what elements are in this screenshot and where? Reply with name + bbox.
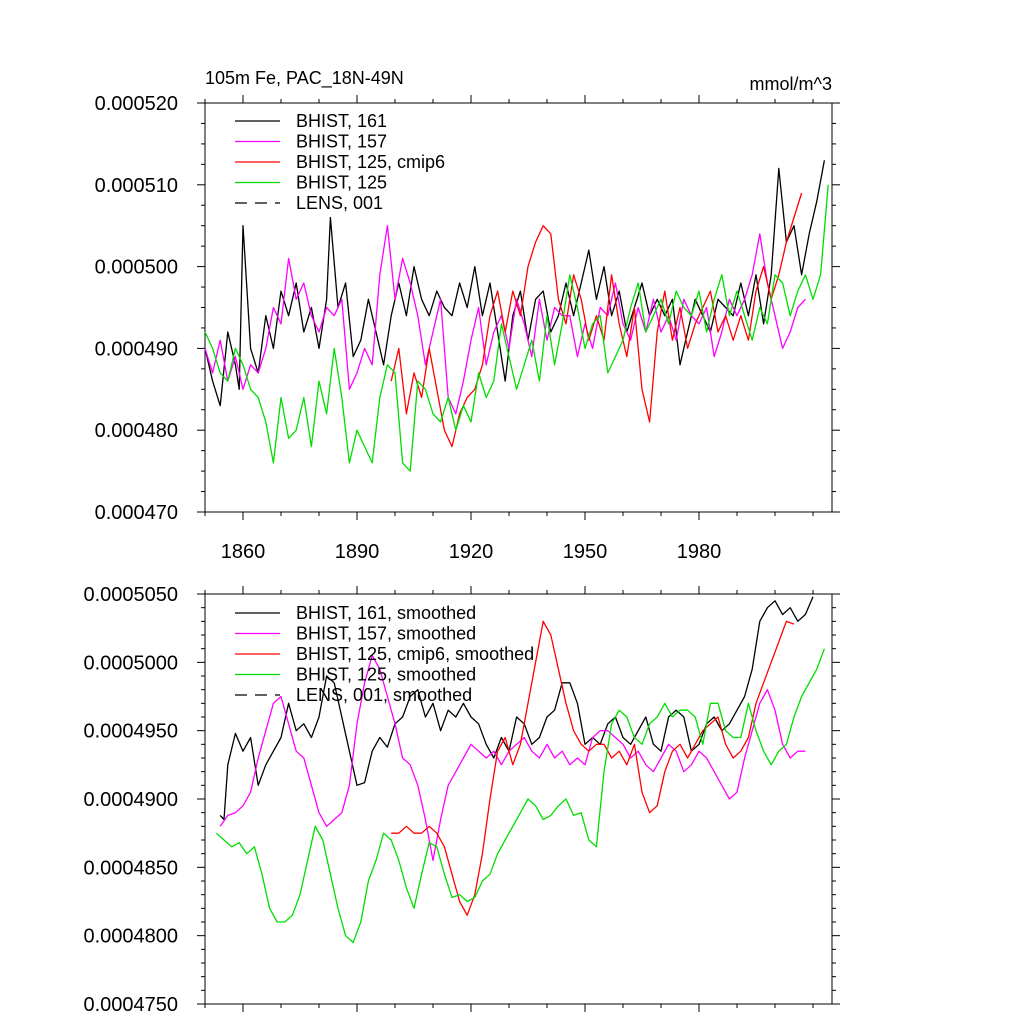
series-line-2 — [391, 620, 795, 916]
y-tick-label: 0.000480 — [95, 420, 178, 442]
legend-label: LENS, 001 — [296, 193, 383, 213]
series-line-2 — [390, 192, 803, 448]
y-tick-label: 0.000470 — [95, 502, 178, 524]
x-tick-label: 1980 — [677, 541, 722, 563]
x-tick-label: 1890 — [335, 541, 380, 563]
legend-label: BHIST, 125, cmip6 — [296, 152, 445, 172]
legend-label: BHIST, 157, smoothed — [296, 624, 476, 644]
legend-label: BHIST, 161, smoothed — [296, 603, 476, 623]
x-tick-label: 1860 — [221, 541, 266, 563]
y-tick-label: 0.0004900 — [83, 789, 178, 811]
legend-label: BHIST, 125 — [296, 173, 387, 193]
units-label: mmol/m^3 — [750, 74, 832, 94]
y-tick-label: 0.000510 — [95, 175, 178, 197]
y-tick-label: 0.0004750 — [83, 994, 178, 1016]
y-tick-label: 0.0005000 — [83, 652, 178, 674]
y-tick-label: 0.000500 — [95, 257, 178, 279]
legend-label: BHIST, 125, smoothed — [296, 665, 476, 685]
y-tick-label: 0.0004850 — [83, 857, 178, 879]
y-tick-label: 0.0004950 — [83, 721, 178, 743]
y-tick-label: 0.000520 — [95, 93, 178, 115]
y-tick-label: 0.000490 — [95, 338, 178, 360]
x-tick-label: 1920 — [449, 541, 494, 563]
y-tick-label: 0.0005050 — [83, 584, 178, 606]
bottom-panel: 0.0004750 0.0004800 0.0004850 0.0004900 0.00… — [83, 584, 840, 1016]
series-line-3 — [204, 184, 829, 472]
y-tick-label: 0.0004800 — [83, 926, 178, 948]
chart-title: 105m Fe, PAC_18N-49N — [205, 68, 404, 89]
legend-label: BHIST, 161 — [296, 111, 387, 131]
series-line-1 — [219, 654, 806, 862]
x-tick-label: 1950 — [563, 541, 608, 563]
series-line-0 — [219, 596, 814, 821]
legend-label: LENS, 001, smoothed — [296, 685, 472, 705]
top-panel: 0.000470 0.000480 0.000490 0.000500 0.000510… — [95, 68, 840, 563]
legend-label: BHIST, 157 — [296, 132, 387, 152]
series-line-3 — [215, 648, 826, 944]
legend-label: BHIST, 125, cmip6, smoothed — [296, 644, 534, 664]
